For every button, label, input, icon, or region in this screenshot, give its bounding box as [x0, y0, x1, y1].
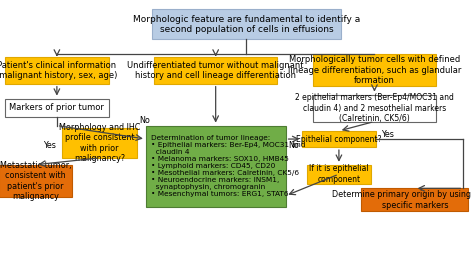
FancyBboxPatch shape: [5, 99, 109, 117]
FancyBboxPatch shape: [302, 131, 375, 147]
FancyBboxPatch shape: [146, 126, 285, 207]
Text: Morphology and IHC
profile consistent
with prior
malignancy?: Morphology and IHC profile consistent wi…: [59, 123, 140, 163]
FancyBboxPatch shape: [5, 57, 109, 84]
Text: Determination of tumor lineage:
• Epithelial markers: Ber-Ep4, MOC31 and
  claud: Determination of tumor lineage: • Epithe…: [152, 135, 306, 197]
FancyBboxPatch shape: [0, 165, 72, 197]
Text: Metastatic tumor,
consistent with
patient's prior
malignancy: Metastatic tumor, consistent with patien…: [0, 161, 71, 201]
FancyBboxPatch shape: [313, 94, 436, 122]
FancyBboxPatch shape: [313, 54, 436, 86]
Text: Epithelial component?: Epithelial component?: [296, 134, 382, 144]
Text: Markers of prior tumor: Markers of prior tumor: [9, 103, 104, 113]
FancyBboxPatch shape: [307, 165, 371, 184]
FancyBboxPatch shape: [62, 128, 137, 158]
Text: 2 epithelial markers (Ber-Ep4/MOC31 and
claudin 4) and 2 mesothelial markers
(Ca: 2 epithelial markers (Ber-Ep4/MOC31 and …: [295, 93, 454, 123]
Text: Undifferentiated tumor without malignant
history and cell lineage differentiatio: Undifferentiated tumor without malignant…: [128, 60, 304, 80]
Text: Morphologic feature are fundamental to identify a
second population of cells in : Morphologic feature are fundamental to i…: [133, 15, 360, 34]
Text: If it is epithelial
component: If it is epithelial component: [309, 164, 369, 184]
FancyBboxPatch shape: [152, 9, 341, 39]
FancyBboxPatch shape: [361, 188, 468, 211]
Text: No: No: [288, 141, 299, 150]
Text: Patient's clinical information
(malignant history, sex, age): Patient's clinical information (malignan…: [0, 60, 118, 80]
Text: Determine primary origin by using organ
specific markers: Determine primary origin by using organ …: [332, 190, 474, 210]
FancyBboxPatch shape: [154, 57, 277, 84]
Text: Morphologically tumor cells with defined
lineage differentiation, such as glandu: Morphologically tumor cells with defined…: [288, 55, 461, 85]
Text: Yes: Yes: [381, 130, 394, 139]
Text: Yes: Yes: [43, 141, 56, 150]
Text: No: No: [139, 116, 150, 125]
